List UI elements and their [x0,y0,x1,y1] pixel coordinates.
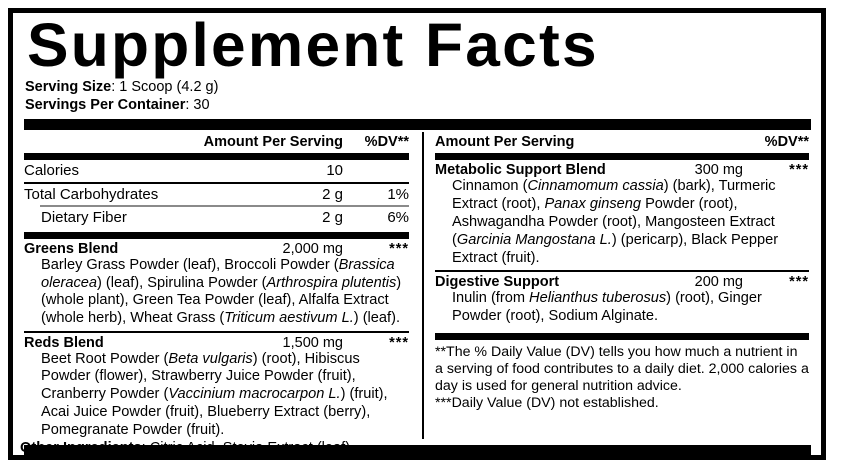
other-ingredients-label: Other Ingredients [20,440,142,456]
percent-dv-header: %DV** [364,134,409,151]
blend-name: Digestive Support [435,274,560,291]
right-column: Amount Per Serving %DV** Metabolic Suppo… [429,130,821,442]
serving-information: Serving Size: 1 Scoop (4.2 g) Servings P… [13,73,821,116]
blend-amount: 200 mg [694,274,743,291]
nutrient-amount: 2 g [322,209,343,227]
left-column-header: Amount Per Serving %DV** [24,130,409,153]
blend-ingredients: Inulin (from Helianthus tuberosus) (root… [452,290,762,324]
percent-dv-header: %DV** [764,134,809,151]
row-divider-light [40,205,409,208]
blend-name: Reds Blend [24,334,104,351]
serving-size-value: : 1 Scoop (4.2 g) [111,79,219,96]
servings-per-container-value: : 30 [185,96,210,113]
row-divider [24,182,409,184]
nutrient-amount: 10 [326,162,343,180]
blend-amount: 2,000 mg [282,240,343,257]
nutrient-dv: 6% [387,209,409,227]
blend-dv: *** [389,334,409,351]
footnote-daily-value: **The % Daily Value (DV) tells you how m… [435,343,809,394]
blend-header-row: Digestive Support 200 mg *** [435,272,809,290]
facts-columns: Amount Per Serving %DV** Calories 10 Tot… [13,130,821,442]
blend-header-row: Metabolic Support Blend 300 mg *** [435,160,809,178]
footnote-bar [435,332,809,340]
blend-name: Metabolic Support Blend [435,162,606,179]
nutrient-dv: 1% [387,185,409,203]
amount-per-serving-header: Amount Per Serving [203,134,343,151]
blend-name: Greens Blend [24,240,119,257]
left-header-bar [24,153,409,161]
nutrient-name: Dietary Fiber [41,209,127,227]
left-column: Amount Per Serving %DV** Calories 10 Tot… [13,130,417,442]
header-thick-rule [24,119,811,131]
nutrient-name: Total Carbohydrates [24,185,159,203]
table-row: Calories 10 [24,160,409,182]
blend-dv: *** [789,162,809,179]
blend-ingredients: Barley Grass Powder (leaf), Broccoli Pow… [41,256,402,327]
title-bar: Supplement Facts [13,13,821,75]
servings-per-container-label: Servings Per Container [25,96,186,113]
page-title: Supplement Facts [27,11,599,79]
right-header-bar [435,153,809,161]
table-row: Dietary Fiber 2 g 6% [24,207,409,229]
blend-dv: *** [789,274,809,291]
right-column-header: Amount Per Serving %DV** [435,130,809,153]
blend-divider [24,330,409,333]
servings-per-container-line: Servings Per Container: 30 [25,97,811,115]
column-divider [422,132,424,439]
blend-amount: 1,500 mg [282,334,343,351]
bottom-thick-rule [24,444,811,455]
other-ingredients-line: Other Ingredients: Citric Acid, Stevia E… [20,440,350,456]
blend-amount: 300 mg [694,162,743,179]
table-row: Total Carbohydrates 2 g 1% [24,184,409,206]
nutrient-name: Calories [24,162,80,180]
blend-dv: *** [389,240,409,257]
blend-divider [435,270,809,273]
right-column-spacer [435,412,809,443]
blend-ingredients: Cinnamon (Cinnamomum cassia) (bark), Tur… [452,178,779,266]
blend-header-row: Greens Blend 2,000 mg *** [24,239,409,257]
left-section-bar [24,231,409,239]
amount-per-serving-header: Amount Per Serving [435,134,575,151]
blend-ingredients: Beet Root Powder (Beta vulgaris) (root),… [41,350,388,438]
serving-size-line: Serving Size: 1 Scoop (4.2 g) [25,79,811,97]
other-ingredients-value: : Citric Acid, Stevia Extract (leaf) [141,440,351,456]
blend-header-row: Reds Blend 1,500 mg *** [24,333,409,351]
footnote-dv-not-established: ***Daily Value (DV) not established. [435,394,659,411]
nutrient-amount: 2 g [322,185,343,203]
supplement-facts-panel: Supplement Facts Serving Size: 1 Scoop (… [8,8,826,460]
serving-size-label: Serving Size [25,79,112,96]
